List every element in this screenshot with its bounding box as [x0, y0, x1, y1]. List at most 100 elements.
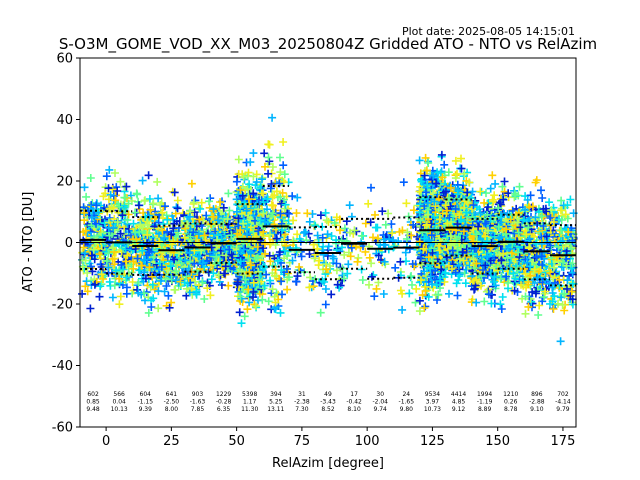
data-point: [209, 212, 218, 221]
data-point: [357, 231, 366, 240]
data-point: [171, 276, 180, 285]
data-point: [358, 276, 367, 284]
data-point: [200, 231, 209, 240]
data-point: [402, 199, 411, 208]
data-point: [316, 308, 325, 317]
data-point: [82, 192, 91, 201]
data-point: [138, 246, 147, 255]
data-point: [80, 249, 89, 258]
data-point: [445, 289, 453, 298]
data-point: [194, 252, 203, 261]
data-point: [244, 168, 253, 177]
data-point: [515, 182, 524, 191]
data-point: [321, 300, 330, 309]
data-point: [278, 290, 286, 299]
data-point: [161, 274, 170, 283]
data-point: [185, 212, 194, 221]
data-point: [135, 266, 144, 275]
data-point: [87, 251, 96, 260]
data-point: [158, 208, 167, 217]
data-point: [162, 264, 171, 273]
data-point: [162, 282, 171, 290]
data-point: [283, 285, 292, 294]
data-point: [81, 256, 90, 265]
data-point: [189, 198, 198, 207]
data-point: [83, 287, 92, 296]
data-point: [365, 253, 374, 262]
data-point: [407, 272, 416, 280]
data-point: [96, 282, 105, 291]
data-point: [225, 206, 234, 215]
data-point: [212, 252, 221, 261]
data-point: [398, 305, 407, 314]
data-point: [129, 219, 138, 228]
data-point: [89, 245, 98, 254]
data-point: [131, 228, 140, 237]
data-point: [300, 227, 309, 236]
data-point: [80, 208, 89, 217]
data-point: [234, 155, 243, 164]
data-point: [79, 228, 88, 236]
data-point: [209, 205, 218, 214]
data-point: [155, 237, 164, 246]
data-point: [319, 250, 328, 259]
data-point: [154, 287, 163, 296]
data-point: [164, 266, 173, 275]
data-point: [264, 297, 273, 306]
data-point: [180, 278, 189, 287]
data-point: [172, 267, 181, 276]
data-point: [371, 210, 379, 219]
data-point: [140, 255, 148, 264]
data-point: [160, 233, 169, 242]
data-point: [214, 270, 223, 279]
data-point: [105, 231, 114, 240]
data-point: [108, 255, 117, 264]
data-point: [170, 188, 179, 197]
data-point: [172, 203, 181, 212]
data-point: [148, 272, 157, 281]
data-point: [119, 265, 128, 274]
data-point: [497, 305, 506, 313]
data-point: [182, 272, 191, 281]
data-point: [190, 259, 199, 268]
data-point: [113, 218, 122, 227]
data-point: [370, 292, 379, 301]
data-point: [99, 275, 107, 283]
data-point: [243, 305, 252, 314]
data-point: [87, 213, 96, 222]
data-point: [145, 263, 154, 272]
data-point: [190, 208, 199, 217]
data-point: [225, 245, 234, 254]
data-point: [194, 230, 203, 239]
data-point: [115, 202, 124, 211]
data-point: [134, 201, 143, 210]
data-point: [240, 312, 249, 321]
data-point: [122, 273, 131, 282]
data-point: [279, 138, 288, 146]
data-point: [122, 182, 131, 191]
data-point: [224, 189, 233, 198]
data-point: [396, 257, 405, 266]
data-point: [118, 211, 127, 220]
data-point: [216, 246, 225, 255]
data-point: [476, 187, 485, 196]
data-point: [372, 284, 381, 293]
data-point: [220, 252, 229, 261]
data-point: [131, 208, 139, 217]
data-point: [219, 203, 228, 212]
data-point: [163, 215, 172, 224]
data-point: [180, 233, 189, 242]
data-point: [181, 256, 190, 265]
data-point: [344, 260, 353, 269]
data-point: [184, 242, 193, 251]
data-point: [86, 174, 95, 182]
data-point: [104, 249, 113, 258]
data-point: [293, 193, 302, 202]
data-point: [171, 285, 180, 294]
data-point: [534, 311, 543, 319]
data-point: [279, 161, 288, 170]
data-point: [132, 189, 141, 198]
data-point: [160, 247, 169, 256]
data-point: [110, 281, 119, 290]
data-point: [80, 239, 89, 248]
